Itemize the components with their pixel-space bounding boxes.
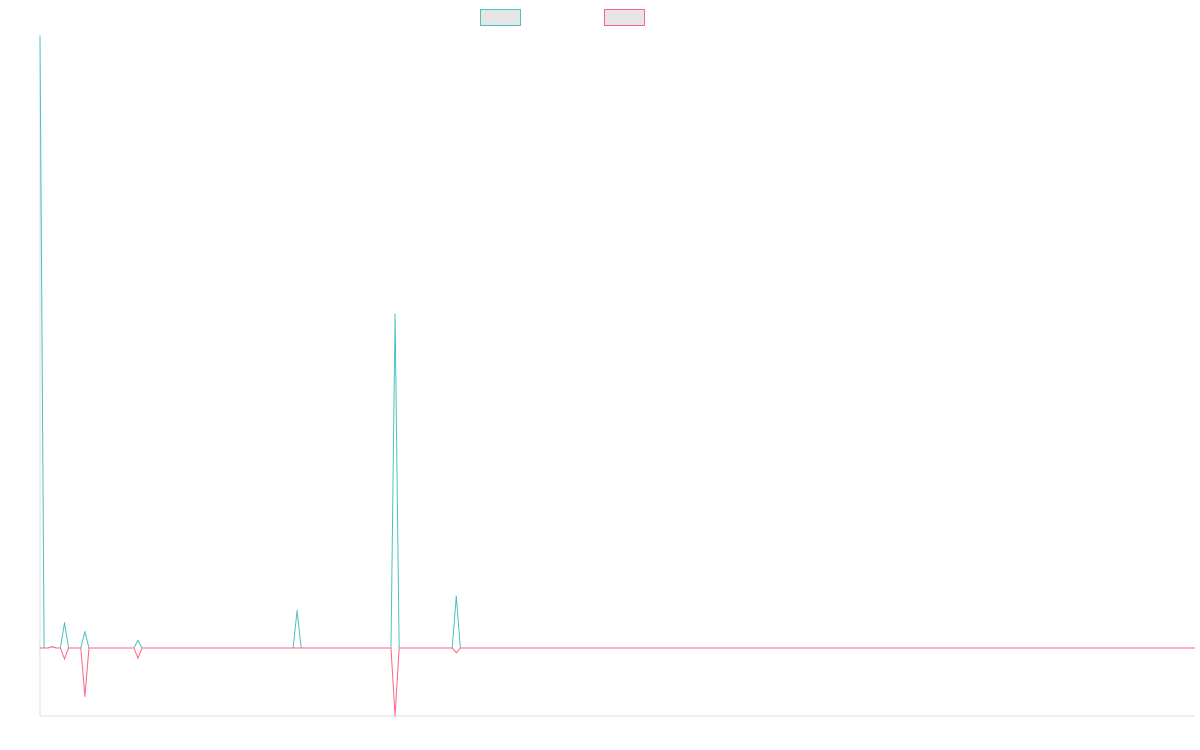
legend-swatch-1 (604, 9, 645, 26)
legend (480, 9, 645, 26)
series-layer (39, 35, 1195, 717)
data-point-s1-4 (137, 657, 139, 659)
legend-swatch-0 (480, 9, 521, 26)
series-line-1 (40, 646, 1195, 717)
data-point-s0-5 (137, 639, 139, 642)
legend-item-1[interactable] (604, 9, 645, 26)
data-point-s1-3 (84, 695, 86, 697)
axes (39, 36, 1195, 717)
data-point-s0-4 (84, 631, 86, 633)
data-point-s1-6 (455, 652, 457, 654)
data-point-s1-0 (39, 647, 41, 649)
data-point-s1-1 (51, 646, 53, 648)
data-point-s1-5 (394, 715, 396, 717)
data-point-s0-0 (39, 35, 41, 37)
data-point-s0-8 (455, 595, 457, 597)
data-point-s0-6 (296, 610, 298, 612)
data-point-s1-2 (63, 658, 66, 660)
series-line-0 (39, 35, 1195, 649)
legend-item-0[interactable] (480, 9, 521, 26)
data-point-s0-3 (63, 622, 66, 624)
data-point-s0-7 (394, 313, 396, 315)
